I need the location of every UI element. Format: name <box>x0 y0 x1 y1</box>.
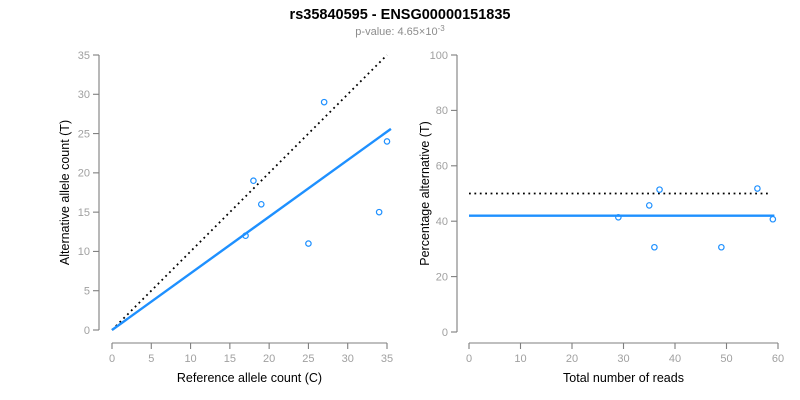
data-point <box>383 138 391 145</box>
x-axis-tick-label: 35 <box>381 353 393 365</box>
figure-header: rs35840595 - ENSG00000151835 p-value: 4.… <box>0 6 800 39</box>
x-axis-tick-label: 10 <box>184 353 196 365</box>
regression-line <box>111 127 392 331</box>
data-point <box>651 243 658 251</box>
y-axis-tick-label: 0 <box>442 327 448 339</box>
x-axis-tick-label: 60 <box>772 353 784 365</box>
x-axis-tick-label: 40 <box>669 353 681 365</box>
y-axis-title: Alternative allele count (T) <box>58 120 72 265</box>
y-axis-title: Percentage alternative (T) <box>418 121 432 266</box>
y-axis-tick-label: 0 <box>84 325 90 337</box>
y-axis-tick-label: 40 <box>436 216 448 228</box>
data-point <box>645 202 653 209</box>
figure-subtitle: p-value: 4.65×10-3 <box>0 25 800 39</box>
percentage-scatter-chart: 0 20 40 60 80 100 0 10 20 30 40 50 60 Total number of… <box>418 50 784 385</box>
data-point <box>754 185 761 192</box>
x-axis-tick-label: 50 <box>720 353 732 365</box>
y-axis-tick-label: 30 <box>78 89 90 101</box>
y-axis-tick-label: 10 <box>78 246 90 258</box>
data-point <box>305 240 312 247</box>
data-point <box>320 98 328 106</box>
y-axis-tick-label: 15 <box>78 207 90 219</box>
x-axis-tick-label: 25 <box>302 353 314 365</box>
pvalue-text: p-value: 4.65×10 <box>355 26 438 38</box>
y-axis-tick-label: 100 <box>430 50 448 62</box>
x-axis-tick-label: 10 <box>514 353 526 365</box>
x-axis-tick-label: 30 <box>342 353 354 365</box>
x-axis-tick-label: 30 <box>617 353 629 365</box>
data-point <box>375 208 383 216</box>
y-axis-tick-label: 60 <box>436 161 448 173</box>
data-point <box>615 214 622 221</box>
x-axis-tick-label: 0 <box>109 353 115 365</box>
x-axis-tick-label: 20 <box>263 353 275 365</box>
x-axis-tick-label: 15 <box>224 353 236 365</box>
identity-line <box>111 54 388 331</box>
data-point <box>242 232 249 240</box>
y-axis-tick-label: 80 <box>436 105 448 117</box>
data-point <box>656 186 663 193</box>
x-axis-title: Total number of reads <box>563 371 684 385</box>
y-axis-tick-label: 35 <box>78 50 90 62</box>
x-axis-tick-label: 20 <box>566 353 578 365</box>
x-axis-tick-label: 0 <box>466 353 472 365</box>
pvalue-exponent: -3 <box>437 24 445 33</box>
data-point <box>769 215 777 223</box>
y-axis-tick-label: 25 <box>78 128 90 140</box>
data-point <box>250 177 257 185</box>
y-axis-tick-label: 5 <box>84 286 90 298</box>
allele-count-scatter-chart: 0 5 10 15 20 25 30 35 0 5 10 15 20 25 30 35 Reference al… <box>58 50 393 385</box>
y-axis-tick-label: 20 <box>436 271 448 283</box>
figure-title: rs35840595 - ENSG00000151835 <box>289 7 511 23</box>
x-axis-tick-label: 5 <box>148 353 154 365</box>
y-axis-tick-label: 20 <box>78 168 90 180</box>
data-point <box>257 200 265 208</box>
data-point <box>718 243 725 251</box>
x-axis-title: Reference allele count (C) <box>177 371 322 385</box>
